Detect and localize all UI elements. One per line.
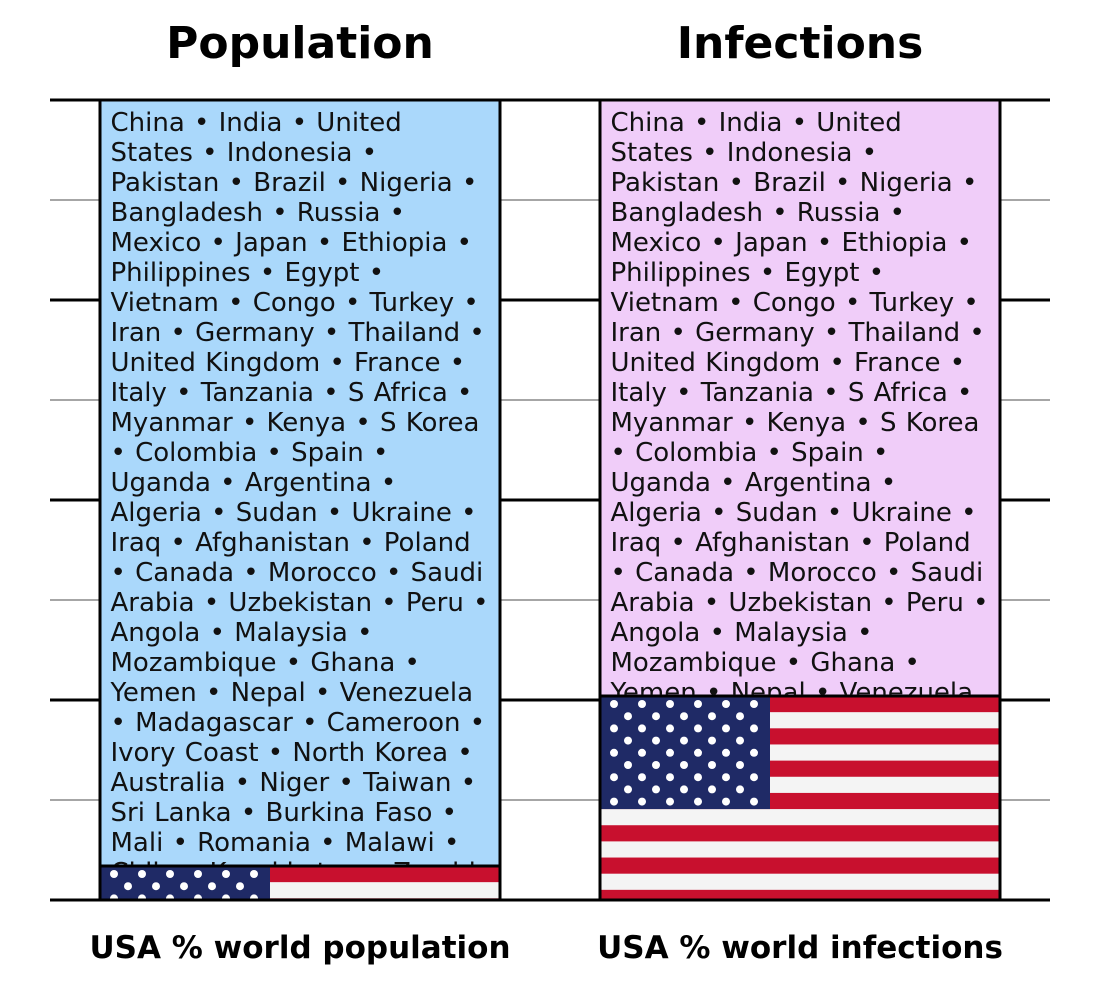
segment-label: China • India • United States • Indonesi… xyxy=(610,107,989,695)
bar-segment xyxy=(598,694,1002,902)
segment-label: China • India • United States • Indonesi… xyxy=(110,107,492,865)
chart-title: Infections xyxy=(677,18,924,69)
segment-label-box: China • India • United States • Indonesi… xyxy=(110,107,492,865)
chart-title: Population xyxy=(166,18,434,69)
x-axis-label: USA % world infections xyxy=(597,930,1003,966)
bar-segment xyxy=(98,864,502,902)
bar-segment xyxy=(598,98,1002,698)
bar-outline xyxy=(98,98,502,902)
x-axis-label: USA % world population xyxy=(89,930,510,966)
segment-label-box: China • India • United States • Indonesi… xyxy=(610,107,989,695)
bar-outline xyxy=(598,98,1002,902)
